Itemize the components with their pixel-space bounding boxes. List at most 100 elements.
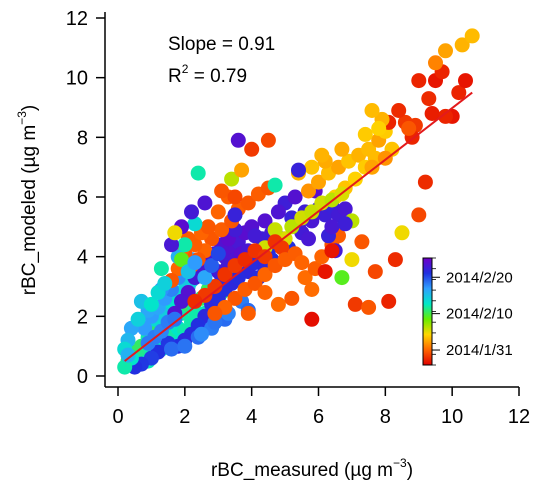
y-tick-label: 10 bbox=[66, 68, 88, 90]
data-point bbox=[257, 249, 273, 265]
data-point bbox=[301, 183, 316, 199]
data-point bbox=[257, 267, 273, 283]
data-point bbox=[247, 228, 263, 244]
y-axis-title: rBC_modeled (µg m−3) bbox=[15, 105, 40, 295]
data-point bbox=[424, 106, 440, 121]
data-points bbox=[117, 28, 480, 375]
data-point bbox=[324, 243, 340, 259]
data-point bbox=[387, 252, 403, 268]
x-tick-label: 6 bbox=[313, 406, 324, 428]
y-tick-label: 8 bbox=[77, 127, 88, 149]
slope-annotation: Slope = 0.91 bbox=[168, 34, 275, 55]
data-point bbox=[240, 305, 256, 321]
data-point bbox=[197, 195, 213, 211]
data-point bbox=[130, 311, 146, 327]
data-point bbox=[167, 311, 183, 327]
y-tick-label: 2 bbox=[77, 306, 88, 328]
data-point bbox=[344, 252, 360, 268]
data-point bbox=[401, 120, 417, 136]
data-point bbox=[207, 305, 223, 321]
data-point bbox=[301, 231, 316, 247]
data-point bbox=[227, 189, 243, 205]
data-point bbox=[190, 165, 206, 181]
x-tick-label: 4 bbox=[246, 406, 257, 428]
data-point bbox=[391, 103, 407, 118]
data-point bbox=[210, 246, 226, 262]
data-point bbox=[417, 174, 433, 190]
data-point bbox=[230, 270, 246, 286]
data-point bbox=[214, 222, 230, 238]
data-point bbox=[157, 276, 173, 291]
colorbar-tick-label: 2014/1/31 bbox=[446, 342, 513, 359]
data-point bbox=[361, 299, 377, 315]
data-point bbox=[187, 216, 203, 232]
data-point bbox=[240, 195, 256, 211]
data-point bbox=[217, 267, 233, 283]
data-point bbox=[324, 219, 340, 235]
data-point bbox=[438, 43, 453, 59]
data-point bbox=[317, 264, 333, 280]
colorbar: 2014/2/20 2014/2/10 2014/1/31 bbox=[422, 257, 513, 366]
x-axis-title-sup: −3 bbox=[393, 456, 407, 470]
data-point bbox=[210, 204, 226, 220]
x-tick-label: 12 bbox=[508, 406, 530, 428]
data-point bbox=[153, 261, 169, 277]
colorbar-gradient bbox=[422, 257, 433, 366]
data-point bbox=[177, 237, 193, 253]
x-tick-label: 10 bbox=[441, 406, 463, 428]
data-point bbox=[284, 219, 300, 235]
colorbar-tick-label: 2014/2/20 bbox=[446, 269, 513, 286]
data-point bbox=[174, 293, 189, 309]
r2-suffix: = 0.79 bbox=[188, 66, 247, 87]
data-point bbox=[394, 225, 410, 241]
data-point bbox=[174, 252, 189, 268]
y-axis-title-sup: −3 bbox=[15, 111, 29, 125]
colorbar-ticks: 2014/2/20 2014/2/10 2014/1/31 bbox=[432, 257, 513, 366]
colorbar-tick-label: 2014/2/10 bbox=[446, 306, 513, 323]
data-point bbox=[371, 120, 387, 136]
data-point bbox=[314, 147, 330, 163]
data-point bbox=[257, 213, 273, 229]
data-point bbox=[177, 338, 193, 354]
data-point bbox=[438, 108, 453, 124]
y-tick-label: 6 bbox=[77, 187, 88, 209]
data-point bbox=[204, 258, 220, 274]
data-point bbox=[274, 240, 290, 256]
data-point bbox=[187, 255, 203, 271]
data-point bbox=[421, 91, 437, 107]
data-point bbox=[270, 296, 286, 312]
x-ticks: 0 2 4 6 8 10 12 bbox=[112, 387, 530, 428]
data-point bbox=[354, 234, 370, 250]
data-point bbox=[458, 73, 473, 89]
data-point bbox=[207, 279, 223, 294]
y-tick-label: 4 bbox=[77, 247, 88, 269]
data-point bbox=[120, 347, 136, 363]
y-axis-title-suffix: ) bbox=[19, 105, 40, 111]
data-point bbox=[200, 219, 216, 235]
data-point bbox=[194, 326, 209, 342]
axes: 0 2 4 6 8 10 12 0 2 4 6 8 10 12 bbox=[66, 8, 530, 428]
r2-superscript: 2 bbox=[182, 62, 189, 76]
r2-prefix: R bbox=[168, 66, 182, 87]
data-point bbox=[334, 270, 350, 286]
x-axis-title-suffix: ) bbox=[407, 460, 413, 481]
data-point bbox=[143, 296, 159, 312]
data-point bbox=[297, 270, 313, 286]
data-point bbox=[247, 276, 263, 291]
y-ticks: 0 2 4 6 8 10 12 bbox=[66, 8, 105, 388]
data-point bbox=[224, 171, 240, 187]
data-point bbox=[270, 204, 286, 220]
data-point bbox=[304, 204, 320, 220]
x-tick-label: 0 bbox=[112, 406, 123, 428]
data-point bbox=[227, 290, 243, 306]
data-point bbox=[267, 177, 283, 193]
data-point bbox=[464, 28, 480, 44]
data-point bbox=[214, 183, 230, 199]
data-point bbox=[244, 141, 260, 157]
data-point bbox=[451, 85, 467, 101]
data-point bbox=[291, 162, 306, 178]
data-point bbox=[311, 174, 326, 190]
data-point bbox=[337, 216, 353, 232]
data-point bbox=[237, 252, 253, 268]
data-point bbox=[197, 270, 213, 286]
